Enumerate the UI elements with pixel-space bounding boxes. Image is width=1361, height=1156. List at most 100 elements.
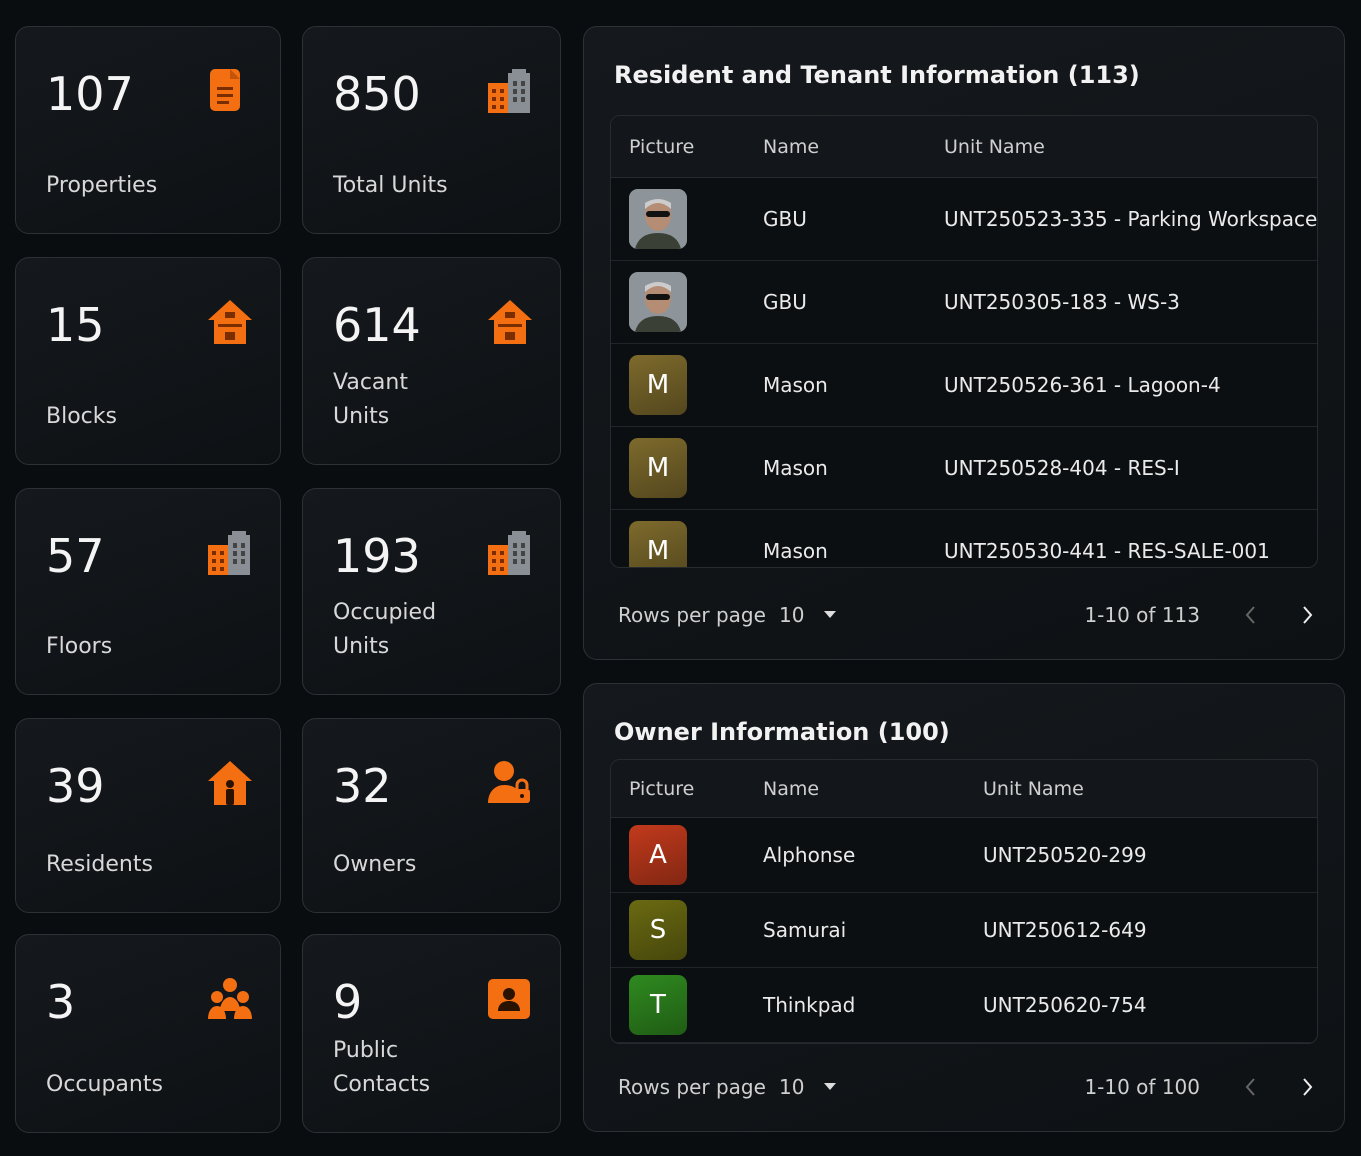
stat-label: Residents bbox=[46, 852, 153, 877]
column-header: Unit Name bbox=[983, 777, 1084, 800]
stat-label: Public Contacts bbox=[333, 1038, 431, 1097]
stat-card: 57 Floors bbox=[15, 488, 281, 695]
table-row[interactable]: A Alphonse UNT250520-299 bbox=[611, 818, 1317, 893]
stat-card: 107 Properties bbox=[15, 26, 281, 234]
stat-value: 9 bbox=[333, 975, 363, 1029]
next-page[interactable] bbox=[1300, 603, 1314, 632]
resident-name: Mason bbox=[763, 373, 828, 397]
stat-icon bbox=[488, 300, 532, 344]
stat-value: 614 bbox=[333, 298, 421, 352]
stat-value: 3 bbox=[46, 975, 76, 1029]
stat-value: 39 bbox=[46, 759, 105, 813]
resident-name: Alphonse bbox=[763, 843, 856, 867]
avatar: M bbox=[629, 521, 687, 567]
page-range: 1-10 of 113 bbox=[1084, 603, 1200, 627]
stat-icon bbox=[208, 761, 252, 805]
stat-card: 32 Owners bbox=[302, 718, 561, 913]
stat-label: Vacant Units bbox=[333, 370, 408, 429]
stat-icon bbox=[488, 979, 530, 1019]
unit-name: UNT250523-335 - Parking Workspace bbox=[944, 207, 1317, 231]
stat-icon bbox=[488, 531, 530, 575]
stat-label: Occupied Units bbox=[333, 600, 437, 659]
dropdown-arrow[interactable] bbox=[823, 601, 837, 630]
table-body: GBU UNT250523-335 - Parking Workspace GBU U… bbox=[611, 178, 1317, 567]
stat-icon bbox=[208, 300, 252, 344]
stat-value: 32 bbox=[333, 759, 392, 813]
avatar-photo bbox=[629, 272, 687, 332]
stat-icon bbox=[208, 978, 252, 1019]
stat-icon bbox=[488, 761, 530, 803]
table-row[interactable]: T Thinkpad UNT250620-754 bbox=[611, 968, 1317, 1043]
stat-card: 3 Occupants bbox=[15, 934, 281, 1133]
prev-page[interactable] bbox=[1244, 1075, 1258, 1104]
page-range: 1-10 of 100 bbox=[1084, 1075, 1200, 1099]
stat-value: 57 bbox=[46, 529, 105, 583]
unit-name: UNT250520-299 bbox=[983, 843, 1147, 867]
table: Picture Name Unit Name GBU UNT250523-335 - P… bbox=[610, 115, 1318, 568]
panel-title: Owner Information (100) bbox=[614, 718, 950, 746]
unit-name: UNT250620-754 bbox=[983, 993, 1147, 1017]
avatar: M bbox=[629, 355, 687, 415]
table-row[interactable]: GBU UNT250305-183 - WS-3 bbox=[611, 261, 1317, 344]
stat-label: Floors bbox=[46, 634, 113, 659]
stat-value: 193 bbox=[333, 529, 421, 583]
panel-title: Resident and Tenant Information (113) bbox=[614, 61, 1140, 89]
stat-label: Properties bbox=[46, 173, 158, 198]
stat-value: 107 bbox=[46, 67, 134, 121]
unit-name: UNT250528-404 - RES-I bbox=[944, 456, 1180, 480]
table-body: A Alphonse UNT250520-299 S Samurai UNT250612-… bbox=[611, 818, 1317, 1043]
prev-page[interactable] bbox=[1244, 603, 1258, 632]
avatar-photo bbox=[629, 189, 687, 249]
pagination: Rows per page 10 1-10 of 113 bbox=[618, 601, 1313, 632]
stat-card: 614 Vacant Units bbox=[302, 257, 561, 465]
column-header: Picture bbox=[629, 135, 695, 158]
avatar: A bbox=[629, 825, 687, 885]
column-header: Unit Name bbox=[944, 135, 1045, 158]
rows-per-page-select[interactable]: 10 bbox=[779, 1075, 805, 1099]
photo bbox=[629, 189, 687, 249]
avatar: M bbox=[629, 438, 687, 498]
resident-name: Samurai bbox=[763, 918, 847, 942]
table-row[interactable]: GBU UNT250523-335 - Parking Workspace bbox=[611, 178, 1317, 261]
table-row[interactable]: M Mason UNT250528-404 - RES-I bbox=[611, 427, 1317, 510]
stat-icon bbox=[208, 531, 250, 575]
table-header: Picture Name Unit Name bbox=[611, 760, 1317, 818]
table-row[interactable]: S Samurai UNT250612-649 bbox=[611, 893, 1317, 968]
table-header: Picture Name Unit Name bbox=[611, 116, 1317, 178]
pagination: Rows per page 10 1-10 of 100 bbox=[618, 1073, 1313, 1104]
stat-card: 193 Occupied Units bbox=[302, 488, 561, 695]
stat-label: Occupants bbox=[46, 1072, 163, 1097]
stat-value: 15 bbox=[46, 298, 105, 352]
table-panel: Resident and Tenant Information (113) Pic… bbox=[583, 26, 1345, 660]
stat-icon bbox=[210, 69, 240, 111]
stat-icon bbox=[488, 69, 530, 113]
rows-per-page-select[interactable]: 10 bbox=[779, 603, 805, 627]
avatar: T bbox=[629, 975, 687, 1035]
table-row[interactable]: M Mason UNT250530-441 - RES-SALE-001 bbox=[611, 510, 1317, 567]
next-page[interactable] bbox=[1300, 1075, 1314, 1104]
column-header: Name bbox=[763, 777, 820, 800]
table-row[interactable]: M Mason UNT250526-361 - Lagoon-4 bbox=[611, 344, 1317, 427]
resident-name: Mason bbox=[763, 456, 828, 480]
stat-label: Total Units bbox=[333, 173, 448, 198]
photo bbox=[629, 272, 687, 332]
table: Picture Name Unit Name A Alphonse UNT250520-2… bbox=[610, 759, 1318, 1044]
unit-name: UNT250305-183 - WS-3 bbox=[944, 290, 1180, 314]
stat-card: 9 Public Contacts bbox=[302, 934, 561, 1133]
resident-name: GBU bbox=[763, 207, 807, 231]
stat-card: 15 Blocks bbox=[15, 257, 281, 465]
dropdown-arrow[interactable] bbox=[823, 1073, 837, 1102]
avatar: S bbox=[629, 900, 687, 960]
table-panel: Owner Information (100) Picture Name Unit N… bbox=[583, 683, 1345, 1132]
stat-label: Blocks bbox=[46, 404, 117, 429]
unit-name: UNT250530-441 - RES-SALE-001 bbox=[944, 539, 1270, 563]
unit-name: UNT250526-361 - Lagoon-4 bbox=[944, 373, 1221, 397]
resident-name: Mason bbox=[763, 539, 828, 563]
unit-name: UNT250612-649 bbox=[983, 918, 1147, 942]
stat-label: Owners bbox=[333, 852, 417, 877]
stat-value: 850 bbox=[333, 67, 421, 121]
column-header: Picture bbox=[629, 777, 695, 800]
column-header: Name bbox=[763, 135, 820, 158]
rows-per-page-label: Rows per page bbox=[618, 603, 766, 627]
